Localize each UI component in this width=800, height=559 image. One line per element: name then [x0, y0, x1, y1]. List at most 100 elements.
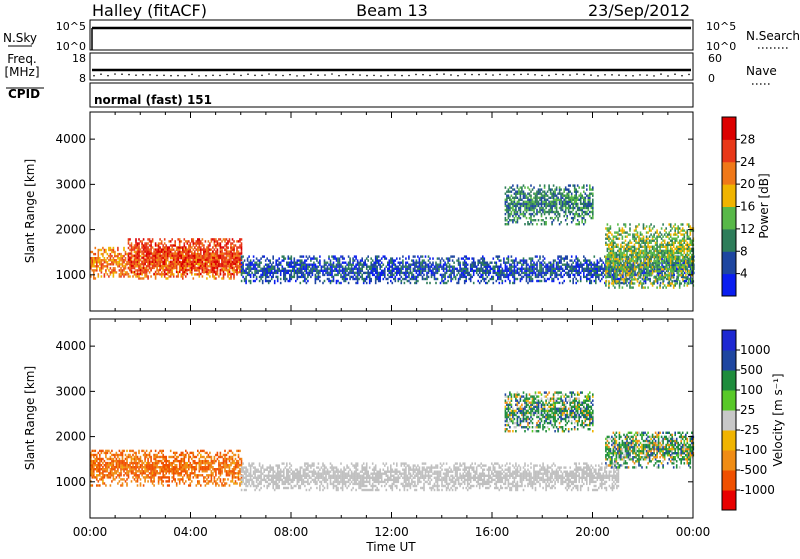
power-cell — [506, 191, 508, 193]
power-cell — [205, 263, 207, 265]
power-cell — [565, 197, 567, 199]
power-cell — [316, 268, 318, 270]
power-cell — [446, 264, 448, 266]
power-cell — [134, 261, 136, 263]
nave-dot — [205, 75, 207, 77]
power-cell — [589, 215, 591, 217]
power-cell — [434, 278, 436, 280]
power-cell — [229, 250, 231, 252]
power-cell — [625, 248, 627, 250]
power-cell — [608, 236, 610, 238]
power-cell — [212, 261, 214, 263]
power-cell — [544, 262, 546, 264]
power-cell — [485, 272, 487, 274]
power-cell — [306, 259, 308, 261]
power-cell — [625, 264, 627, 266]
power-cell — [585, 219, 587, 221]
power-cell — [98, 257, 100, 259]
power-cell — [211, 255, 213, 257]
power-cell — [182, 246, 184, 248]
power-cell — [554, 207, 556, 209]
power-cell — [574, 191, 576, 193]
power-cell — [110, 267, 112, 269]
power-cell — [545, 203, 547, 205]
power-cell — [591, 272, 593, 274]
power-cell — [586, 274, 588, 276]
power-cell — [171, 255, 173, 257]
power-cell — [384, 272, 386, 274]
power-cell — [149, 255, 151, 257]
power-cell — [496, 280, 498, 282]
power-cell — [419, 262, 421, 264]
power-cell — [559, 199, 561, 201]
power-cell — [395, 272, 397, 274]
power-cell — [626, 266, 628, 268]
power-cell — [349, 262, 351, 264]
power-cell — [393, 268, 395, 270]
power-cell — [607, 254, 609, 256]
power-cell — [229, 271, 231, 273]
power-cell — [398, 262, 400, 264]
power-cell — [184, 273, 186, 275]
power-cell — [390, 266, 392, 268]
power-cell — [581, 195, 583, 197]
power-cell — [629, 272, 631, 274]
power-cell — [465, 255, 467, 257]
power-cell — [110, 247, 112, 249]
power-cell — [520, 203, 522, 205]
power-cell — [328, 278, 330, 280]
power-cell — [238, 240, 240, 242]
power-cell — [518, 207, 520, 209]
power-cell — [574, 207, 576, 209]
power-cell — [411, 259, 413, 261]
power-cell — [310, 257, 312, 259]
power-cell — [591, 280, 593, 282]
power-cell — [569, 211, 571, 213]
power-cell — [283, 268, 285, 270]
nave-dot — [261, 75, 263, 77]
power-cell — [215, 271, 217, 273]
power-cell — [434, 268, 436, 270]
power-cell — [557, 274, 559, 276]
power-cell — [488, 272, 490, 274]
power-cell — [116, 263, 118, 265]
cpid-mode: normal (fast) 151 — [94, 93, 212, 107]
power-cell — [446, 268, 448, 270]
power-cell — [605, 270, 607, 272]
power-cell — [278, 262, 280, 264]
power-cell — [107, 253, 109, 255]
power-cell — [277, 259, 279, 261]
power-cell — [619, 272, 621, 274]
power-cell — [509, 207, 511, 209]
power-cell — [355, 272, 357, 274]
nave-dot — [184, 75, 186, 77]
power-cell — [372, 272, 374, 274]
power-cell — [533, 262, 535, 264]
power-cell — [334, 255, 336, 257]
power-cell — [313, 255, 315, 257]
power-cell — [170, 267, 172, 269]
power-cell — [517, 262, 519, 264]
power-cell — [263, 268, 265, 270]
power-cell — [393, 274, 395, 276]
power-cell — [575, 262, 577, 264]
power-cell — [126, 261, 128, 263]
power-cell — [526, 201, 528, 203]
power-cell — [416, 276, 418, 278]
power-cell — [482, 255, 484, 257]
power-cell — [629, 286, 631, 288]
power-cell — [542, 207, 544, 209]
power-cell — [453, 272, 455, 274]
power-cell — [420, 262, 422, 264]
nave-dot — [674, 73, 676, 75]
power-cell — [129, 249, 131, 251]
power-cell — [215, 255, 217, 257]
power-cell — [214, 267, 216, 269]
power-cell — [538, 270, 540, 272]
power-cell — [224, 238, 226, 240]
power-cell — [607, 260, 609, 262]
power-cell — [360, 272, 362, 274]
power-cell — [511, 264, 513, 266]
power-cell — [126, 253, 128, 255]
power-cell — [285, 268, 287, 270]
